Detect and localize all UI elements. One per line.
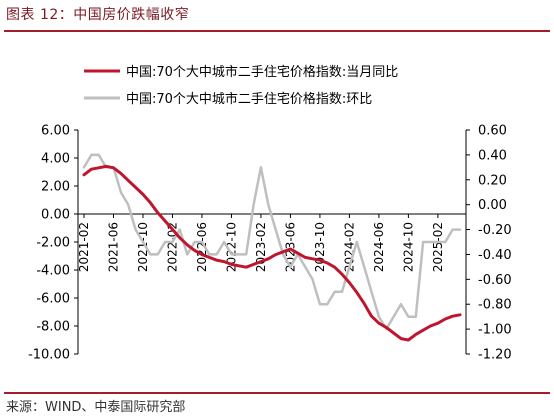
right-tick-label: 0.60: [478, 124, 507, 139]
left-tick-label: 4.00: [41, 152, 70, 167]
left-tick-label: -4.00: [36, 264, 70, 279]
left-tick-label: 6.00: [41, 124, 70, 139]
x-tick-label: 2021-02: [77, 222, 91, 272]
chart-legend: 中国:70个大中城市二手住宅价格指数:当月同比 中国:70个大中城市二手住宅价格…: [84, 64, 398, 107]
line-chart: 中国:70个大中城市二手住宅价格指数:当月同比 中国:70个大中城市二手住宅价格…: [28, 64, 512, 363]
x-tick-label: 2023-10: [313, 222, 327, 272]
chart-axes: 6.00 4.00 2.00 0.00 -2.00 -4.00 -6.00 -8.00 -10.…: [28, 124, 512, 363]
right-tick-label: -0.60: [478, 273, 512, 288]
x-tick-label: 2024-02: [342, 222, 356, 272]
yoy-series-line: [82, 164, 462, 342]
source-rule: [4, 392, 550, 394]
x-tick-label: 2025-02: [431, 222, 445, 272]
x-tick-label: 2022-10: [224, 222, 238, 272]
x-tick-label: 2021-06: [106, 222, 120, 272]
left-tick-label: -2.00: [36, 236, 70, 251]
figure-title: 图表 12：中国房价跌幅收窄: [6, 7, 190, 23]
chart-series: [82, 153, 462, 342]
source-note: 来源：WIND、中泰国际研究部: [6, 400, 186, 415]
right-tick-label: 0.40: [478, 148, 507, 163]
right-tick-label: -1.20: [478, 348, 512, 363]
right-tick-label: -0.20: [478, 223, 512, 238]
title-rule: [4, 30, 550, 32]
x-tick-label: 2024-10: [401, 222, 415, 272]
right-tick-label: 0.20: [478, 173, 507, 188]
right-tick-label: -0.80: [478, 298, 512, 313]
left-tick-label: 0.00: [41, 208, 70, 223]
left-tick-label: 2.00: [41, 180, 70, 195]
right-tick-label: -0.40: [478, 248, 512, 263]
x-tick-label: 2021-10: [136, 222, 150, 272]
legend-label-mom: 中国:70个大中城市二手住宅价格指数:环比: [126, 91, 372, 107]
x-tick-label: 2022-06: [195, 222, 209, 272]
left-tick-label: -10.00: [28, 348, 70, 363]
legend-label-yoy: 中国:70个大中城市二手住宅价格指数:当月同比: [126, 64, 398, 80]
right-tick-label: 0.00: [478, 198, 507, 213]
right-tick-label: -1.00: [478, 323, 512, 338]
x-tick-label: 2024-06: [372, 222, 386, 272]
left-tick-label: -8.00: [36, 320, 70, 335]
mom-series-line: [82, 153, 462, 331]
left-tick-label: -6.00: [36, 292, 70, 307]
